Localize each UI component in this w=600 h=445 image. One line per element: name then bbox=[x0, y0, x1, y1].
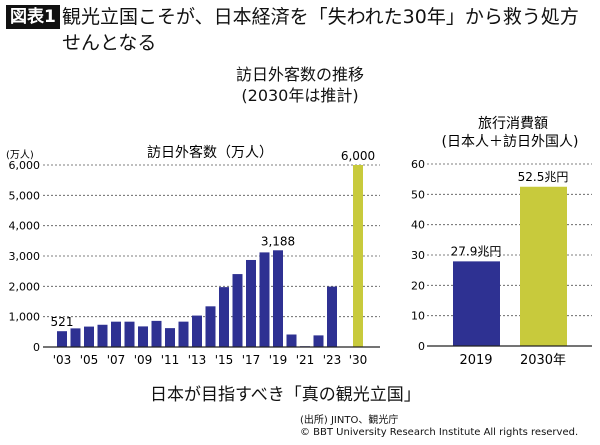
y-tick-label: 2,000 bbox=[9, 280, 41, 293]
data-label: 521 bbox=[51, 315, 74, 329]
bar-2011 bbox=[165, 328, 175, 347]
figure-badge: 図表1 bbox=[6, 5, 60, 29]
bar-2019 bbox=[453, 261, 500, 346]
y-tick-label: 40 bbox=[411, 219, 425, 232]
subtitle-line-2: (2030年は推計) bbox=[241, 86, 359, 105]
x-tick-label: 2019 bbox=[459, 353, 492, 368]
chart-subtitle: (日本人＋訪日外国人) bbox=[442, 134, 579, 150]
bar-2020 bbox=[286, 334, 297, 347]
x-tick-label: '07 bbox=[107, 353, 126, 367]
footer-heading: 日本が目指すべき「真の観光立国」 bbox=[150, 385, 421, 405]
figure-subtitle: 訪日外客数の推移 (2030年は推計) bbox=[0, 64, 600, 106]
y-tick-label: 0 bbox=[33, 341, 40, 354]
y-tick-label: 1,000 bbox=[9, 311, 41, 324]
bar-2013 bbox=[192, 315, 202, 347]
data-label: 27.9兆円 bbox=[451, 244, 502, 258]
bar-2030 bbox=[353, 165, 363, 347]
bar-2015 bbox=[219, 287, 229, 347]
x-tick-label: '11 bbox=[161, 353, 180, 367]
x-tick-label: '15 bbox=[215, 353, 234, 367]
bar-2016 bbox=[232, 274, 243, 347]
bar-2008 bbox=[124, 321, 135, 347]
bar-2004 bbox=[70, 328, 81, 347]
source-note: (出所) JINTO、観光庁 © BBT University Research… bbox=[300, 415, 578, 439]
x-tick-label: '19 bbox=[269, 353, 288, 367]
source-text: (出所) JINTO、観光庁 bbox=[300, 415, 399, 426]
y-tick-label: 20 bbox=[411, 279, 425, 292]
x-tick-label: '13 bbox=[188, 353, 207, 367]
y-tick-label: 6,000 bbox=[9, 159, 41, 172]
y-tick-label: 10 bbox=[411, 310, 425, 323]
y-tick-label: 30 bbox=[411, 249, 425, 262]
x-tick-label: '23 bbox=[323, 353, 342, 367]
x-tick-label: '03 bbox=[53, 353, 72, 367]
y-tick-label: 50 bbox=[411, 188, 425, 201]
x-tick-label: '30 bbox=[349, 353, 368, 367]
y-tick-label: 5,000 bbox=[9, 189, 41, 202]
bar-2007 bbox=[111, 321, 121, 347]
data-label: 6,000 bbox=[341, 149, 375, 163]
y-tick-label: 4,000 bbox=[9, 220, 41, 233]
bar-2006 bbox=[97, 324, 108, 347]
bar-2005 bbox=[84, 326, 94, 347]
x-tick-label: 2030年 bbox=[520, 353, 566, 368]
subtitle-line-1: 訪日外客数の推移 bbox=[235, 65, 364, 84]
y-tick-label: 3,000 bbox=[9, 250, 41, 263]
bar-2014 bbox=[205, 306, 216, 347]
chart-title: 訪日外客数（万人） bbox=[147, 144, 273, 161]
x-tick-label: '09 bbox=[134, 353, 153, 367]
bar-2019 bbox=[273, 250, 283, 347]
x-tick-label: '05 bbox=[80, 353, 99, 367]
y-tick-label: 60 bbox=[411, 158, 425, 171]
y-axis-unit: (万人) bbox=[6, 149, 34, 161]
chart-title: 旅行消費額 bbox=[478, 116, 548, 132]
figure-title: 観光立国こそが、日本経済を「失われた30年」から救う処方せんとなる bbox=[62, 6, 579, 54]
x-tick-label: '17 bbox=[242, 353, 261, 367]
y-tick-label: 0 bbox=[418, 340, 425, 353]
copyright-text: © BBT University Research Institute All … bbox=[300, 427, 579, 438]
bar-2022 bbox=[313, 335, 324, 347]
bar-2017 bbox=[246, 259, 256, 347]
data-label: 3,188 bbox=[261, 234, 295, 248]
x-tick-label: '21 bbox=[296, 353, 315, 367]
bar-2009 bbox=[138, 326, 148, 347]
data-label: 52.5兆円 bbox=[518, 170, 569, 184]
bar-2018 bbox=[259, 252, 270, 347]
bar-2023 bbox=[327, 286, 337, 347]
bar-2012 bbox=[178, 321, 189, 347]
bar-2003 bbox=[57, 331, 67, 347]
bar-2030年 bbox=[520, 186, 567, 346]
bar-2010 bbox=[151, 320, 162, 347]
